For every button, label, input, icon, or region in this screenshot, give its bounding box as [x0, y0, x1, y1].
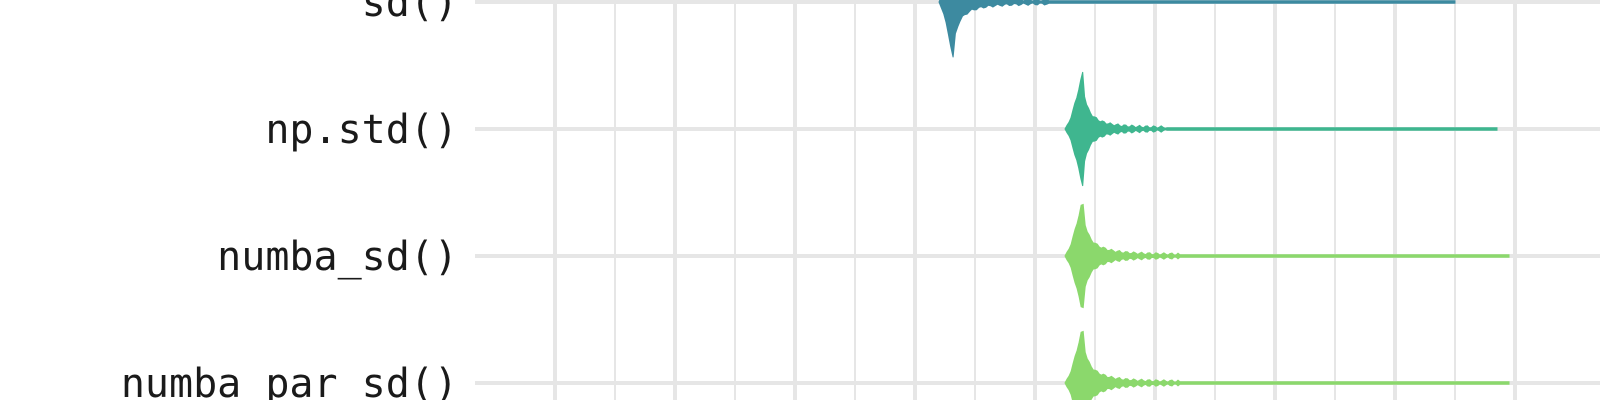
- category-tick-label: numba_par_sd(): [121, 361, 458, 400]
- violin-layer: [938, 0, 1510, 400]
- category-tick-label: numba_sd(): [217, 234, 458, 280]
- category-tick-label: sd(): [362, 0, 458, 26]
- violin-shape: [1064, 71, 1498, 187]
- violin-shape: [1064, 330, 1510, 400]
- category-tick-label: np.std(): [265, 107, 458, 153]
- grid-layer: [475, 0, 1600, 400]
- violin-shape: [1064, 203, 1510, 309]
- category-label-layer: sd() np.std() numba_sd() numba_par_sd(): [121, 0, 458, 400]
- violin-shape: [938, 0, 1456, 58]
